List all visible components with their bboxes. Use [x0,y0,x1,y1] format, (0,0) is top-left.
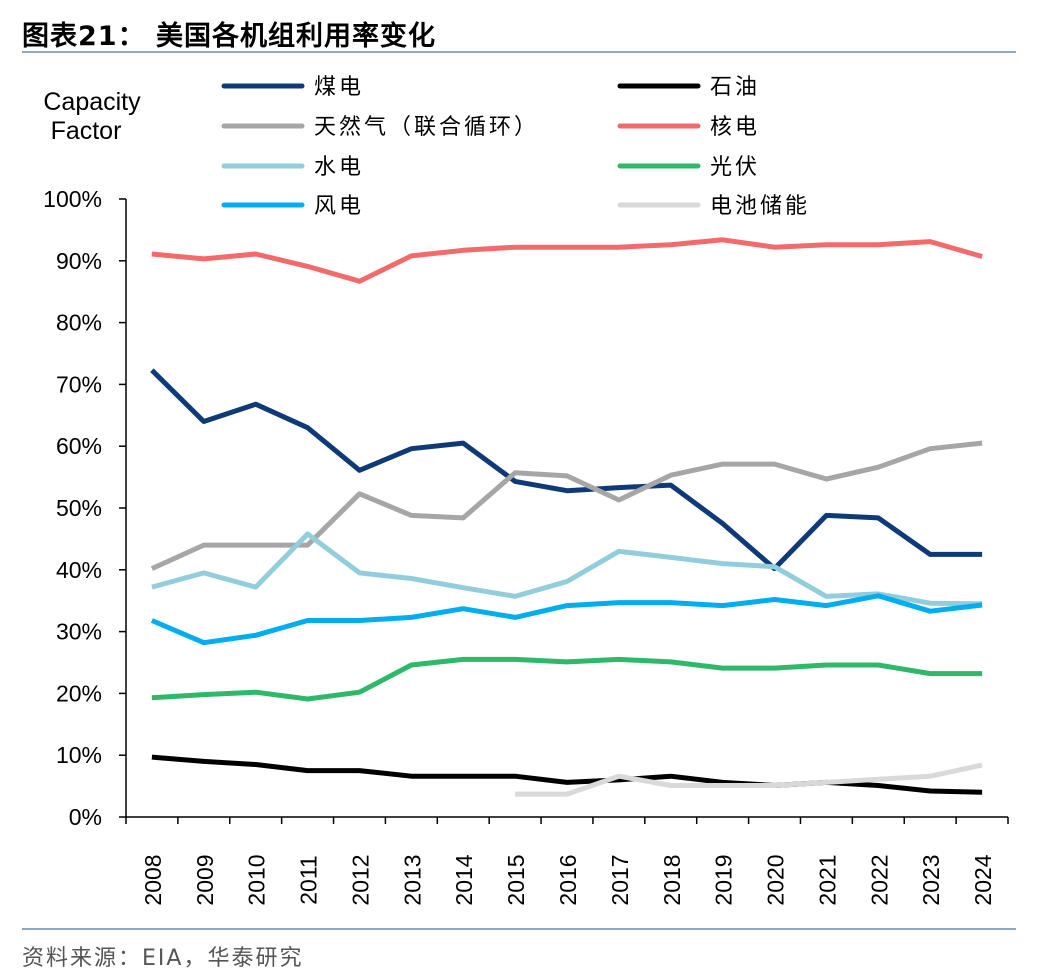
series-line [151,237,983,284]
x-tick-label: 2011 [296,855,322,904]
y-tick-label: 60% [56,433,102,459]
x-tick-label: 2022 [866,854,892,905]
series-line [151,656,983,702]
y-tick-label: 80% [56,310,102,336]
x-tick-label: 2008 [140,854,166,905]
x-tick-label: 2019 [711,854,737,905]
y-tick-label: 90% [56,248,102,274]
series-lines [150,237,983,797]
series-line [151,754,983,795]
legend-label: 风电 [314,194,364,219]
x-tick-label: 2021 [814,854,840,905]
x-tick-label: 2013 [399,854,425,905]
axes: 0% 10% 20% 30% 40% 50% 60% 70% 80% 90% 100% 2008 200… [43,186,1009,906]
x-tick-label: 2023 [918,854,944,905]
series-line [150,440,983,571]
y-axis-label-line2: Factor [51,117,122,145]
series-line [150,593,983,646]
title-divider [22,51,1016,53]
y-tick-label: 0% [69,804,102,830]
legend-label: 电池储能 [710,194,810,219]
y-tick-label: 30% [56,619,102,645]
legend-label: 光伏 [710,155,760,180]
x-tick-label: 2018 [659,854,685,905]
x-tick-label: 2015 [503,854,529,905]
x-tick-label: 2012 [347,854,373,905]
source-note: 资料来源：EIA，华泰研究 [22,946,304,971]
series-line [151,531,983,607]
y-axis-label-line1: Capacity [43,88,141,116]
x-tick-label: 2024 [970,854,996,905]
x-tick-label: 2020 [763,854,789,905]
y-tick-label: 40% [56,557,102,583]
legend-label: 煤电 [314,75,364,100]
series-line [150,368,983,572]
x-tick-label: 2014 [451,854,477,905]
legend-label: 石油 [710,75,760,100]
legend-label: 天然气（联合循环） [314,115,539,140]
series-line [515,762,983,797]
y-tick-label: 70% [56,371,102,397]
y-tick-label: 20% [56,680,102,706]
y-tick-label: 10% [56,742,102,768]
y-tick-label: 50% [56,495,102,521]
x-tick-label: 2017 [607,854,633,905]
legend-label: 核电 [710,115,760,140]
x-tick-label: 2009 [192,854,218,905]
x-tick-label: 2016 [555,854,581,905]
x-tick-label: 2010 [244,854,270,905]
y-tick-label: 100% [43,186,102,212]
page-title: 图表21： 美国各机组利用率变化 [22,21,436,52]
footer-divider [22,928,1016,930]
legend-label: 水电 [314,155,364,180]
